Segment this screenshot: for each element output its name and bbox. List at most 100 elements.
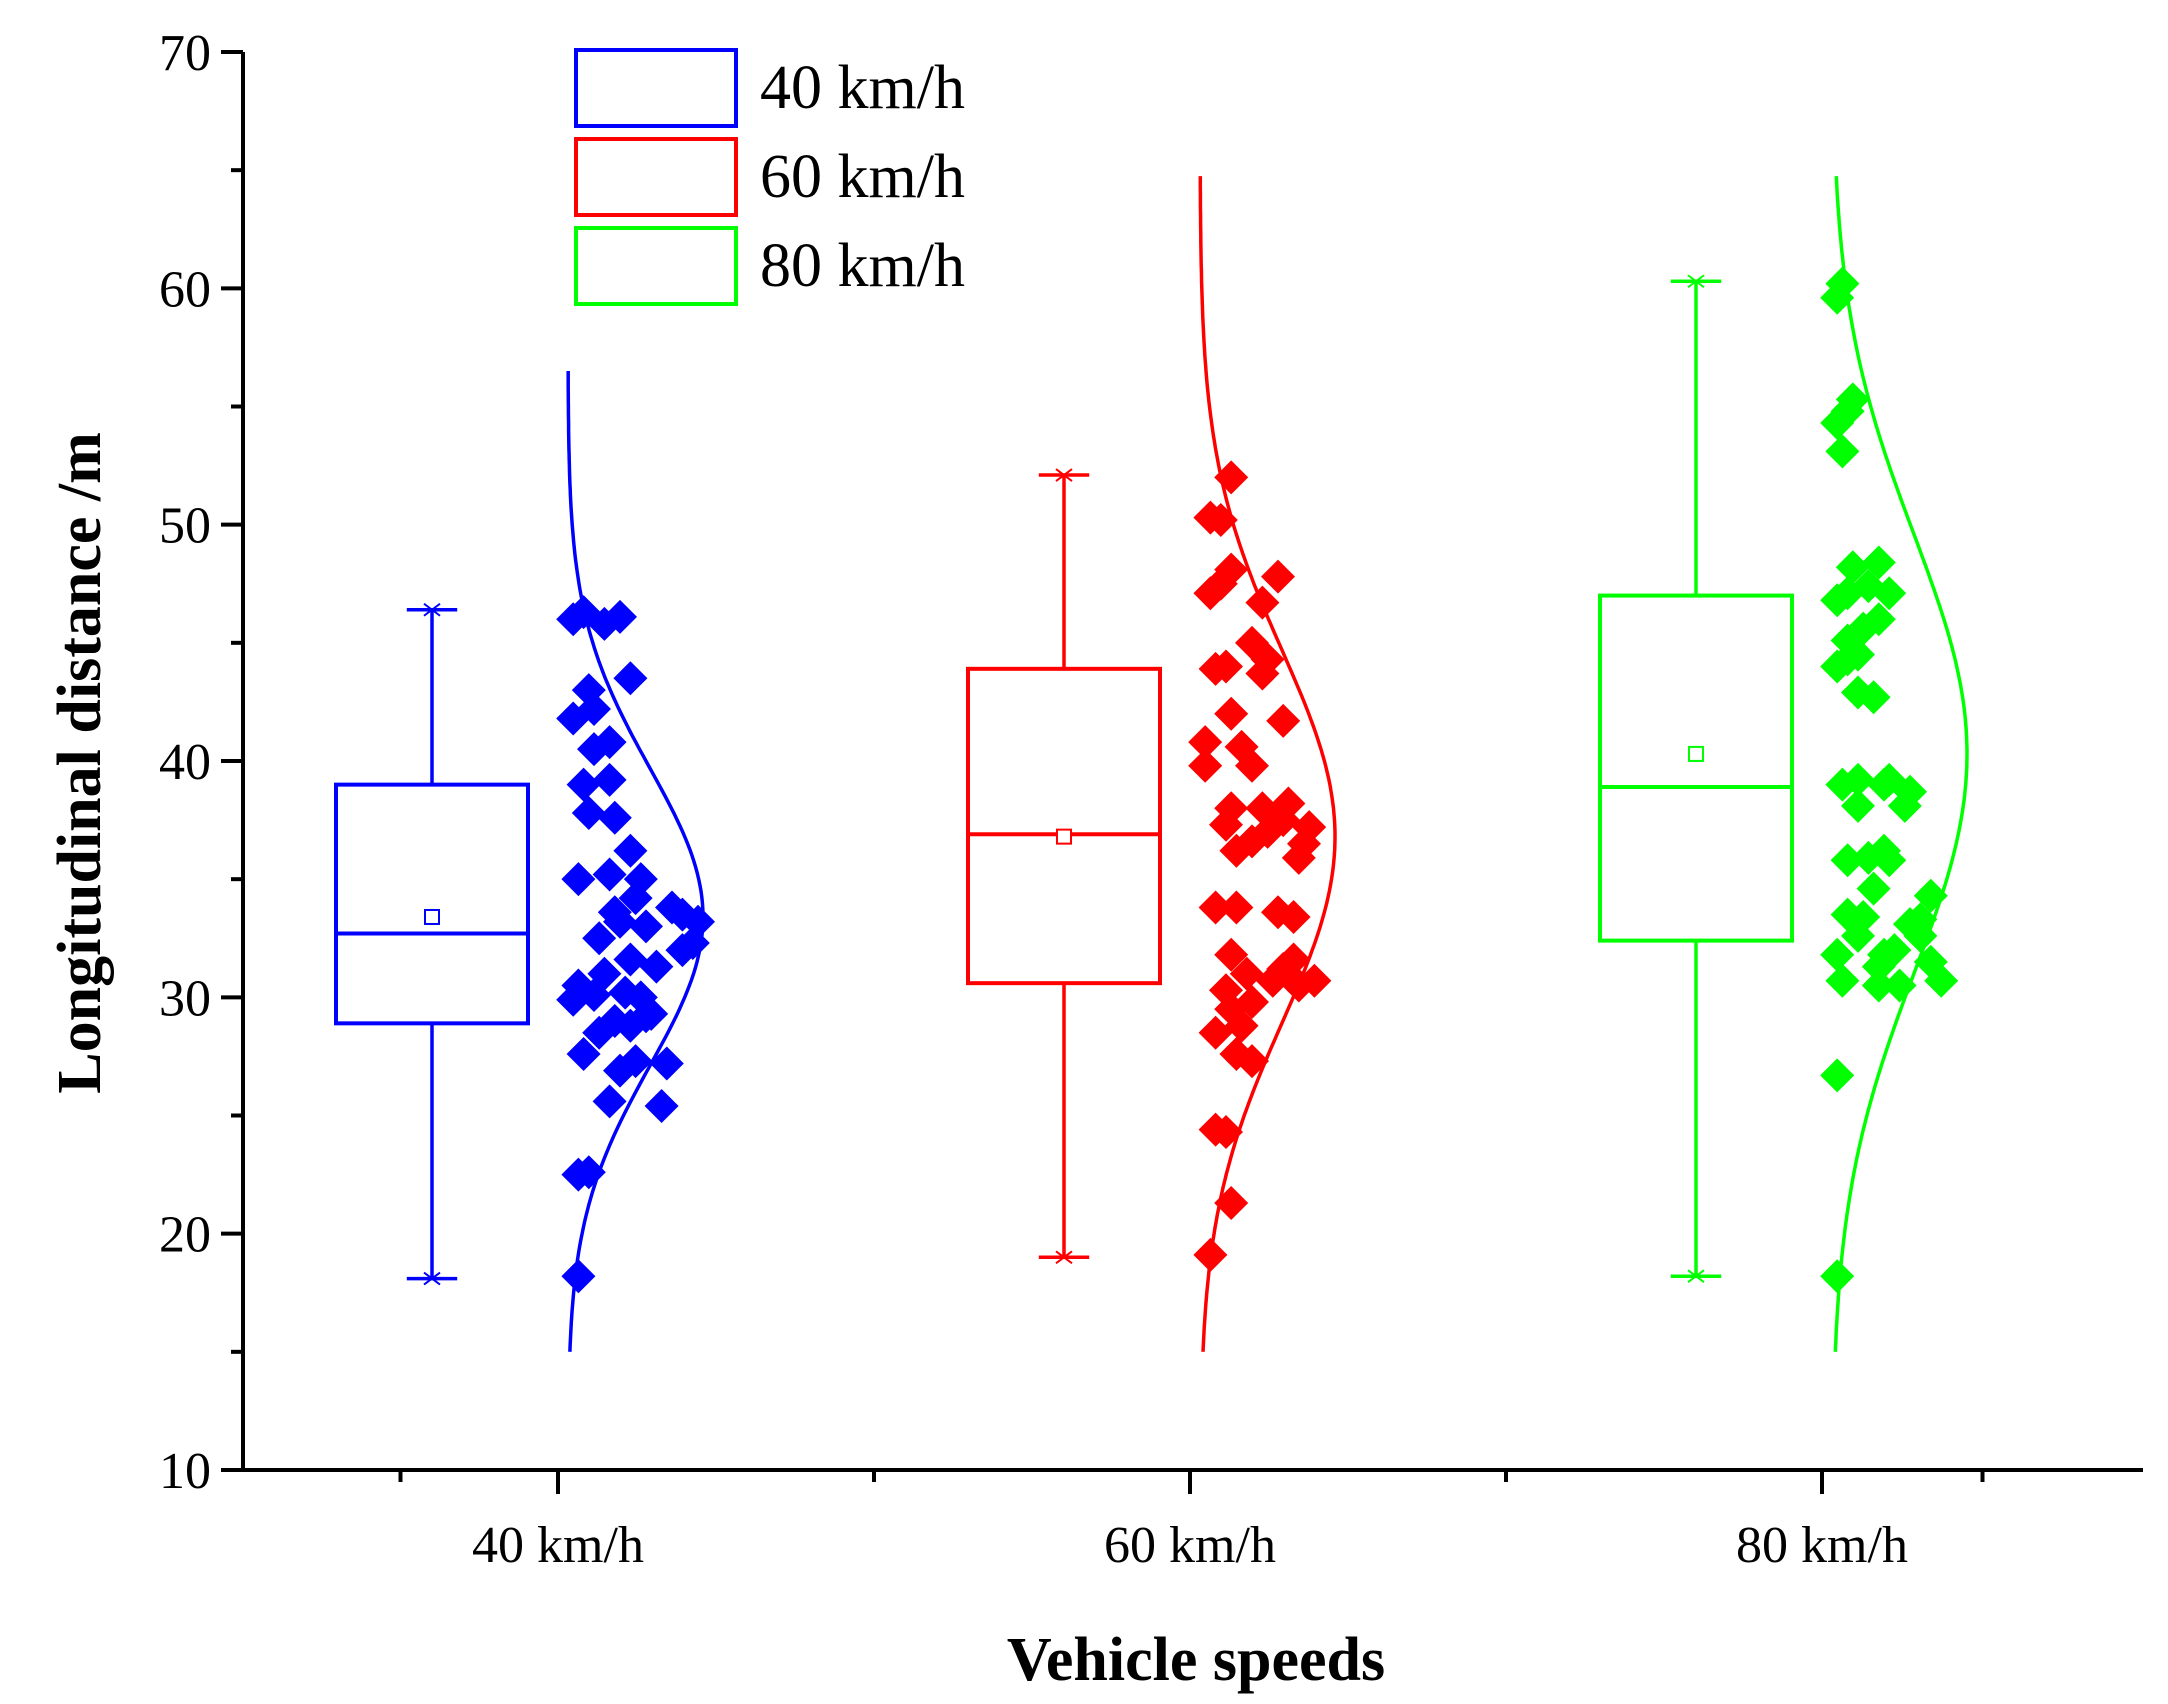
max-marker (1055, 468, 1073, 482)
legend-label: 40 km/h (760, 54, 965, 122)
data-point (566, 1037, 601, 1072)
legend-swatch (574, 48, 738, 128)
data-point (1913, 944, 1948, 979)
data-point (1835, 550, 1870, 585)
data-point (1209, 1115, 1243, 1150)
data-point (1209, 649, 1243, 684)
data-point (1861, 545, 1896, 580)
box (334, 782, 530, 1026)
data-point (603, 599, 637, 634)
data-point (1219, 890, 1254, 925)
data-point (592, 857, 627, 892)
data-point (1203, 502, 1238, 537)
x-tick-label: 40 km/h (472, 1517, 644, 1574)
x-tick-label: 60 km/h (1104, 1517, 1276, 1574)
data-point (592, 725, 627, 760)
legend-swatch (574, 226, 738, 306)
data-point (1877, 933, 1912, 968)
y-tick-label: 20 (159, 1207, 211, 1264)
data-point (649, 1046, 684, 1081)
data-point (1198, 1015, 1233, 1050)
data-point (613, 942, 648, 977)
data-point (1235, 625, 1269, 660)
box (966, 666, 1162, 986)
data-point (1856, 680, 1891, 715)
normal-curve (566, 371, 705, 1352)
data-point (1219, 1037, 1254, 1072)
data-point (566, 767, 601, 802)
data-point (1861, 602, 1896, 637)
series-80kmh (1598, 176, 1969, 1352)
data-point (1245, 791, 1280, 826)
data-point (1846, 899, 1881, 934)
data-point (1271, 786, 1306, 821)
data-point (597, 800, 632, 835)
data-point (592, 1084, 627, 1119)
data-point (1235, 985, 1269, 1020)
data-point (1861, 968, 1896, 1003)
plot-area (334, 176, 1969, 1352)
x-tick-label: 80 km/h (1736, 1517, 1908, 1574)
data-point (1188, 725, 1223, 760)
data-point (655, 890, 689, 925)
data-point (639, 949, 674, 984)
data-point (1903, 902, 1938, 937)
mean-marker (1056, 828, 1072, 845)
y-tick-label: 70 (159, 25, 211, 82)
data-point (613, 833, 648, 868)
min-marker (1055, 1250, 1073, 1265)
data-point (1198, 890, 1233, 925)
data-point (1872, 576, 1907, 611)
data-point (571, 673, 606, 708)
data-point (1882, 968, 1917, 1003)
data-point (1261, 559, 1295, 594)
data-point (1276, 942, 1311, 977)
data-point (1841, 762, 1875, 797)
data-point (561, 1259, 596, 1294)
min-marker (423, 1271, 441, 1286)
data-point (1193, 1237, 1228, 1272)
data-point (1214, 1185, 1249, 1220)
data-point (623, 862, 658, 897)
data-point (1820, 937, 1855, 972)
data-point (1214, 696, 1249, 731)
data-point (1292, 810, 1327, 845)
data-point (1820, 1058, 1855, 1093)
data-point (582, 921, 617, 956)
data-point (1913, 878, 1948, 913)
legend-label: 60 km/h (760, 143, 965, 211)
data-point (1825, 963, 1860, 998)
x-axis-title: Vehicle speeds (1007, 1626, 1385, 1694)
normal-curve (1833, 176, 1969, 1352)
box (1598, 593, 1794, 943)
data-point (1188, 748, 1223, 783)
series-40kmh (334, 371, 715, 1352)
data-point (587, 956, 622, 991)
data-point (1214, 460, 1249, 495)
data-point (1276, 899, 1311, 934)
mean-marker (424, 908, 440, 925)
y-tick-label: 60 (159, 261, 211, 318)
data-point (1214, 552, 1249, 587)
data-point (1841, 788, 1875, 823)
data-point (623, 980, 658, 1015)
data-point (1214, 937, 1249, 972)
data-point (1224, 729, 1259, 764)
data-point (1825, 434, 1860, 469)
data-point (1835, 382, 1870, 417)
max-marker (1687, 274, 1705, 289)
data-point (571, 795, 606, 830)
data-point (629, 909, 663, 944)
legend: 40 km/h 60 km/h 80 km/h (574, 48, 965, 306)
mean-marker (1688, 745, 1704, 762)
data-point (1820, 1259, 1855, 1294)
y-tick-label: 30 (159, 970, 211, 1027)
y-tick-label: 10 (159, 1443, 211, 1500)
data-point (681, 904, 715, 939)
data-point (1245, 585, 1280, 620)
data-point (592, 762, 627, 797)
data-point (1297, 963, 1332, 998)
min-marker (1687, 1269, 1705, 1284)
series-60kmh (966, 176, 1337, 1352)
